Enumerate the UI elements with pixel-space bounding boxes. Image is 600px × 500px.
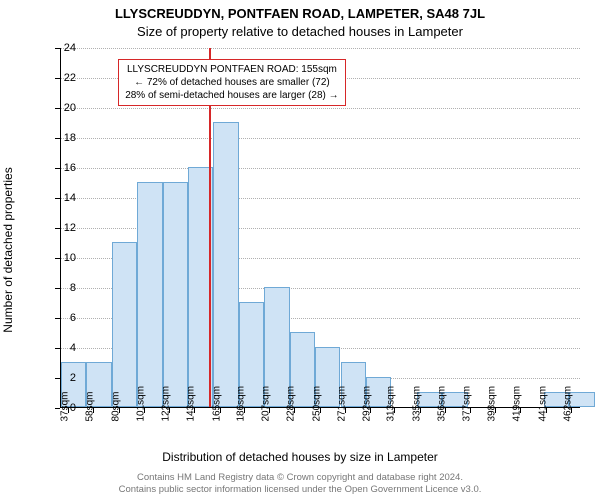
y-axis-label: Number of detached properties [1,167,15,332]
ytick-label: 16 [46,162,76,174]
plot-area: LLYSCREUDDYN PONTFAEN ROAD: 155sqm← 72% … [60,48,580,408]
histogram-bar [137,182,162,407]
chart-title-line2: Size of property relative to detached ho… [0,24,600,39]
chart-container: LLYSCREUDDYN, PONTFAEN ROAD, LAMPETER, S… [0,0,600,500]
histogram-bar [213,122,238,407]
gridline [61,168,580,169]
ytick-label: 4 [46,342,76,354]
annotation-line: 28% of semi-detached houses are larger (… [125,89,338,102]
gridline [61,138,580,139]
ytick-label: 14 [46,192,76,204]
histogram-bar [163,182,188,407]
ytick-label: 8 [46,282,76,294]
ytick-label: 10 [46,252,76,264]
ytick-label: 2 [46,372,76,384]
gridline [61,48,580,49]
attribution-line2: Contains public sector information licen… [119,484,482,495]
annotation-line: ← 72% of detached houses are smaller (72… [125,76,338,89]
annotation-box: LLYSCREUDDYN PONTFAEN ROAD: 155sqm← 72% … [118,59,345,106]
x-axis-label: Distribution of detached houses by size … [0,450,600,464]
attribution-text: Contains HM Land Registry data © Crown c… [0,472,600,496]
ytick-label: 24 [46,42,76,54]
chart-title-line1: LLYSCREUDDYN, PONTFAEN ROAD, LAMPETER, S… [0,6,600,21]
ytick-label: 6 [46,312,76,324]
histogram-bar [112,242,137,407]
attribution-line1: Contains HM Land Registry data © Crown c… [137,472,463,483]
ytick-label: 18 [46,132,76,144]
ytick-label: 22 [46,72,76,84]
annotation-line: LLYSCREUDDYN PONTFAEN ROAD: 155sqm [125,63,338,76]
gridline [61,108,580,109]
ytick-label: 12 [46,222,76,234]
ytick-label: 20 [46,102,76,114]
